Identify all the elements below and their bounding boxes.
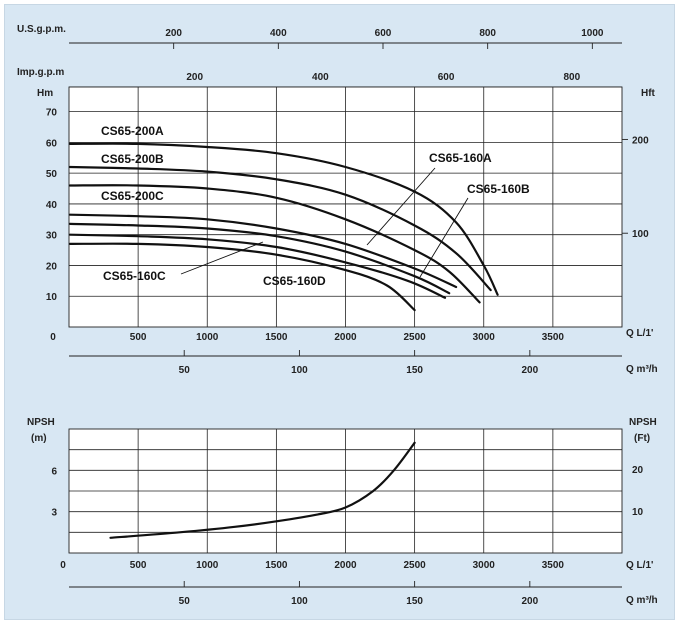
head-x-tick-label: 2000 — [334, 332, 357, 343]
npsh-m3h-axis-label: Q m³/h — [626, 595, 658, 606]
npsh-x-tick-label: 3000 — [473, 560, 496, 571]
npsh-y-tick-label: 3 — [51, 508, 57, 519]
npsh-x-tick-label: 2000 — [334, 560, 357, 571]
npsh-left-label: NPSH — [27, 417, 55, 428]
npsh-x-tick-label: 3500 — [542, 560, 565, 571]
head-x-tick-label: 2500 — [404, 332, 427, 343]
head-m3h-tick-label: 200 — [521, 365, 538, 376]
label-cs65-160c: CS65-160C — [103, 269, 166, 283]
label-cs65-200b: CS65-200B — [101, 152, 164, 166]
head-x-ticks: 0 500 1000 1500 2000 2500 3000 3500 — [50, 332, 564, 343]
label-cs65-160b: CS65-160B — [467, 182, 530, 196]
npsh-x-tick-label: 0 — [60, 560, 66, 571]
npsh-ft-tick-label: 10 — [632, 507, 644, 518]
label-cs65-160a: CS65-160A — [429, 151, 492, 165]
head-m3h-tick-label: 100 — [291, 365, 308, 376]
npsh-ft-tick-label: 20 — [632, 465, 644, 476]
curve-cs65-200c — [68, 184, 481, 304]
head-x-tick-label: 1500 — [265, 332, 288, 343]
impgpm-tick-label: 400 — [312, 72, 329, 83]
label-cs65-200c: CS65-200C — [101, 189, 164, 203]
npsh-m3h-tick-label: 150 — [406, 596, 423, 607]
label-cs65-200a: CS65-200A — [101, 124, 164, 138]
head-y-tick-label: 20 — [46, 261, 58, 272]
head-m3h-ticks: 50 100 150 200 — [179, 350, 539, 376]
npsh-curve — [109, 441, 416, 539]
npsh-y-ticks: 36 — [51, 466, 57, 518]
head-y-tick-label: 50 — [46, 169, 58, 180]
leader-cs65-160c — [180, 241, 264, 275]
usgpm-tick-label: 800 — [479, 28, 496, 39]
head-y-tick-label: 70 — [46, 108, 58, 119]
head-m3h-axis-label: Q m³/h — [626, 364, 658, 375]
leader-cs65-160b — [419, 197, 469, 278]
npsh-x-tick-label: 1500 — [265, 560, 288, 571]
usgpm-tick-label: 1000 — [581, 28, 604, 39]
label-cs65-160d: CS65-160D — [263, 274, 326, 288]
npsh-m3h-tick-label: 200 — [521, 596, 538, 607]
usgpm-tick-label: 200 — [165, 28, 182, 39]
curve-cs65-200a — [68, 142, 499, 296]
head-y-tick-label: 40 — [46, 200, 58, 211]
head-chart-grid — [69, 87, 622, 327]
head-axis-label-hm: Hm — [37, 88, 53, 99]
npsh-chart-grid — [69, 429, 622, 553]
pump-curve-chart: U.S.g.p.m. 200 400 600 800 1000 Imp.g.p.m 20… — [17, 24, 658, 607]
head-y-tick-label: 60 — [46, 138, 58, 149]
head-hft-ticks: 100 200 — [622, 135, 649, 240]
curve-cs65-160c — [68, 233, 447, 299]
npsh-right-unit: (Ft) — [634, 433, 650, 444]
usgpm-axis-label: U.S.g.p.m. — [17, 24, 66, 35]
head-y-ticks: 10 20 30 40 50 60 70 — [46, 108, 58, 304]
curve-cs65-160a — [68, 213, 458, 289]
npsh-curves — [109, 441, 416, 539]
head-flow-axis-label: Q L/1' — [626, 328, 653, 339]
hft-tick-label: 100 — [632, 229, 649, 240]
npsh-y-tick-label: 6 — [51, 466, 57, 477]
usgpm-tick-label: 400 — [270, 28, 287, 39]
npsh-flow-axis-label: Q L/1' — [626, 560, 653, 571]
head-m3h-tick-label: 50 — [179, 365, 191, 376]
curve-cs65-160d — [68, 242, 416, 312]
head-y-tick-label: 30 — [46, 231, 58, 242]
usgpm-tick-label: 600 — [375, 28, 392, 39]
npsh-ft-ticks: 10 20 — [632, 465, 644, 518]
head-y-tick-label: 10 — [46, 292, 58, 303]
npsh-x-tick-label: 500 — [130, 560, 147, 571]
pump-performance-sheet: U.S.g.p.m. 200 400 600 800 1000 Imp.g.p.m 20… — [4, 4, 675, 620]
curve-cs65-160b — [68, 222, 451, 295]
impgpm-tick-label: 600 — [438, 72, 455, 83]
head-axis-label-hft: Hft — [641, 88, 656, 99]
npsh-m3h-tick-label: 50 — [179, 596, 191, 607]
head-x-tick-label: 0 — [50, 332, 56, 343]
curve-cs65-200b — [68, 165, 492, 292]
head-x-tick-label: 500 — [130, 332, 147, 343]
head-x-tick-label: 1000 — [196, 332, 219, 343]
npsh-left-unit: (m) — [31, 433, 47, 444]
npsh-right-label: NPSH — [629, 417, 657, 428]
leader-cs65-160a — [366, 167, 436, 246]
impgpm-tick-label: 800 — [563, 72, 580, 83]
npsh-x-ticks: 0 500 1000 1500 2000 2500 3000 3500 — [60, 560, 564, 571]
hft-tick-label: 200 — [632, 135, 649, 146]
curve-labels: CS65-200A CS65-200B CS65-200C CS65-160A … — [101, 124, 530, 288]
usgpm-ticks: 200 400 600 800 1000 — [165, 28, 604, 49]
npsh-m3h-tick-label: 100 — [291, 596, 308, 607]
npsh-x-tick-label: 2500 — [404, 560, 427, 571]
head-m3h-tick-label: 150 — [406, 365, 423, 376]
head-x-tick-label: 3500 — [542, 332, 565, 343]
impgpm-axis-label: Imp.g.p.m — [17, 67, 64, 78]
head-curves — [68, 142, 499, 312]
npsh-m3h-ticks: 50 100 150 200 — [179, 581, 539, 607]
npsh-x-tick-label: 1000 — [196, 560, 219, 571]
head-x-tick-label: 3000 — [473, 332, 496, 343]
impgpm-tick-label: 200 — [186, 72, 203, 83]
